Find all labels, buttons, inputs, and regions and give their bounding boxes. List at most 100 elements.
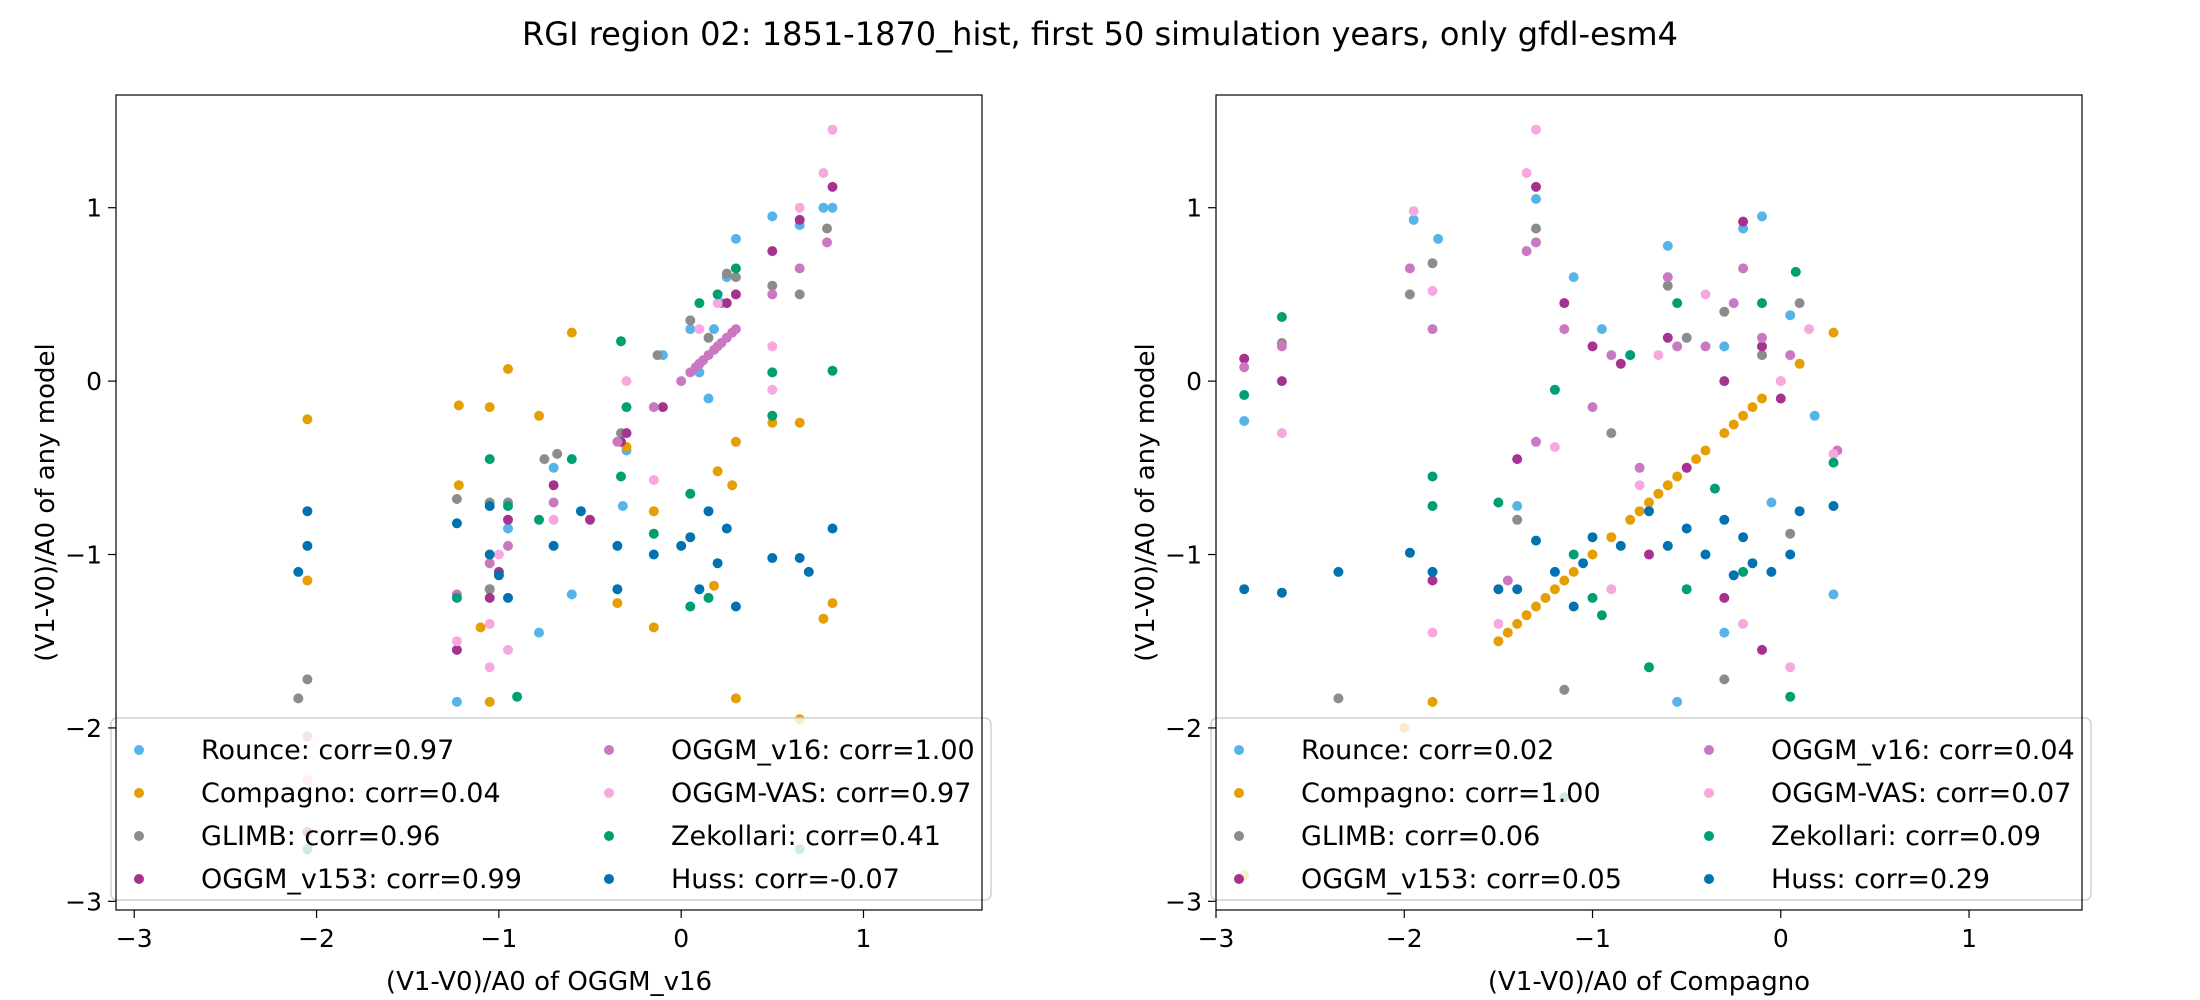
data-point bbox=[621, 428, 632, 439]
data-point bbox=[1662, 332, 1673, 343]
data-point bbox=[767, 289, 778, 300]
data-point bbox=[1719, 514, 1730, 525]
data-point bbox=[1333, 566, 1344, 577]
data-point bbox=[534, 514, 544, 525]
data-point bbox=[1512, 501, 1523, 511]
data-point bbox=[451, 494, 462, 504]
data-point bbox=[1728, 570, 1739, 581]
data-point bbox=[1606, 532, 1617, 543]
data-point bbox=[1738, 618, 1749, 629]
data-point bbox=[484, 618, 495, 629]
data-point bbox=[1276, 376, 1287, 387]
data-point bbox=[1828, 448, 1839, 459]
series-GLIMB bbox=[1276, 223, 1805, 704]
data-point bbox=[1747, 558, 1758, 569]
data-point bbox=[302, 540, 313, 551]
data-point bbox=[1568, 601, 1579, 612]
data-point bbox=[453, 480, 464, 491]
data-point bbox=[1531, 601, 1541, 612]
y-tick-label: −3 bbox=[1165, 887, 1202, 916]
data-point bbox=[1719, 341, 1730, 352]
data-point bbox=[1738, 263, 1749, 274]
data-point bbox=[767, 553, 778, 563]
legend-label: OGGM_v153: corr=0.05 bbox=[1301, 864, 1622, 895]
data-point bbox=[794, 263, 805, 274]
data-point bbox=[648, 622, 659, 633]
data-point bbox=[1738, 223, 1749, 234]
data-point bbox=[827, 598, 838, 609]
data-point bbox=[1728, 419, 1739, 430]
data-point bbox=[1700, 549, 1711, 560]
data-point bbox=[1785, 310, 1796, 321]
data-point bbox=[652, 350, 663, 361]
data-point bbox=[1828, 501, 1839, 511]
data-point bbox=[493, 549, 504, 560]
legend-marker bbox=[134, 874, 144, 884]
data-point bbox=[512, 691, 523, 702]
legend: Rounce: corr=0.02 Compagno: corr=1.00 GLIM… bbox=[1210, 717, 2092, 901]
data-point bbox=[484, 558, 495, 569]
data-point bbox=[709, 344, 719, 355]
data-point bbox=[694, 584, 705, 595]
data-point bbox=[1521, 168, 1532, 178]
data-point bbox=[1531, 194, 1541, 204]
data-point bbox=[1559, 575, 1570, 586]
data-point bbox=[503, 514, 513, 525]
data-point bbox=[1719, 674, 1730, 685]
data-point bbox=[484, 501, 495, 511]
data-point bbox=[1709, 483, 1720, 494]
data-point bbox=[612, 598, 623, 609]
data-point bbox=[767, 417, 778, 428]
data-point bbox=[293, 566, 304, 577]
data-point bbox=[1672, 298, 1683, 309]
data-point bbox=[1828, 327, 1839, 338]
data-point bbox=[1427, 566, 1438, 577]
data-point bbox=[730, 601, 741, 612]
legend-marker bbox=[1234, 874, 1244, 884]
data-point bbox=[1747, 402, 1758, 413]
data-point bbox=[1615, 540, 1626, 551]
data-point bbox=[1549, 584, 1560, 595]
data-point bbox=[1662, 280, 1673, 291]
data-point bbox=[534, 627, 544, 638]
data-point bbox=[1625, 514, 1636, 525]
y-axis-label: (V1-V0)/A0 of any model bbox=[31, 343, 61, 662]
data-point bbox=[648, 549, 659, 560]
data-point bbox=[1587, 549, 1598, 560]
data-point bbox=[1785, 528, 1796, 539]
data-point bbox=[685, 315, 696, 326]
data-point bbox=[1427, 471, 1438, 482]
data-point bbox=[1596, 324, 1607, 335]
data-point bbox=[484, 662, 495, 673]
data-point bbox=[1568, 566, 1579, 577]
data-point bbox=[1587, 592, 1598, 603]
data-point bbox=[1433, 233, 1444, 244]
data-point bbox=[1681, 584, 1692, 595]
data-point bbox=[1502, 575, 1513, 586]
data-point bbox=[1785, 691, 1796, 702]
data-point bbox=[1757, 332, 1767, 343]
data-point bbox=[1785, 549, 1796, 560]
data-point bbox=[1493, 636, 1504, 647]
data-point bbox=[548, 497, 559, 508]
data-point bbox=[709, 580, 719, 591]
data-point bbox=[721, 523, 732, 534]
data-point bbox=[827, 523, 838, 534]
data-point bbox=[657, 402, 668, 413]
data-point bbox=[730, 233, 741, 244]
series-Rounce bbox=[1239, 194, 1839, 707]
data-point bbox=[1408, 206, 1419, 217]
data-point bbox=[1804, 324, 1814, 335]
x-axis-label: (V1-V0)/A0 of Compagno bbox=[1488, 967, 1810, 997]
data-point bbox=[648, 475, 659, 485]
data-point bbox=[1719, 592, 1730, 603]
data-point bbox=[1681, 462, 1692, 473]
data-point bbox=[1653, 350, 1664, 361]
data-point bbox=[1239, 353, 1250, 364]
data-point bbox=[1681, 332, 1692, 343]
data-point bbox=[1493, 618, 1504, 629]
data-point bbox=[730, 263, 741, 274]
data-point bbox=[484, 696, 495, 707]
legend-marker bbox=[1234, 831, 1244, 841]
data-point bbox=[1775, 393, 1786, 404]
